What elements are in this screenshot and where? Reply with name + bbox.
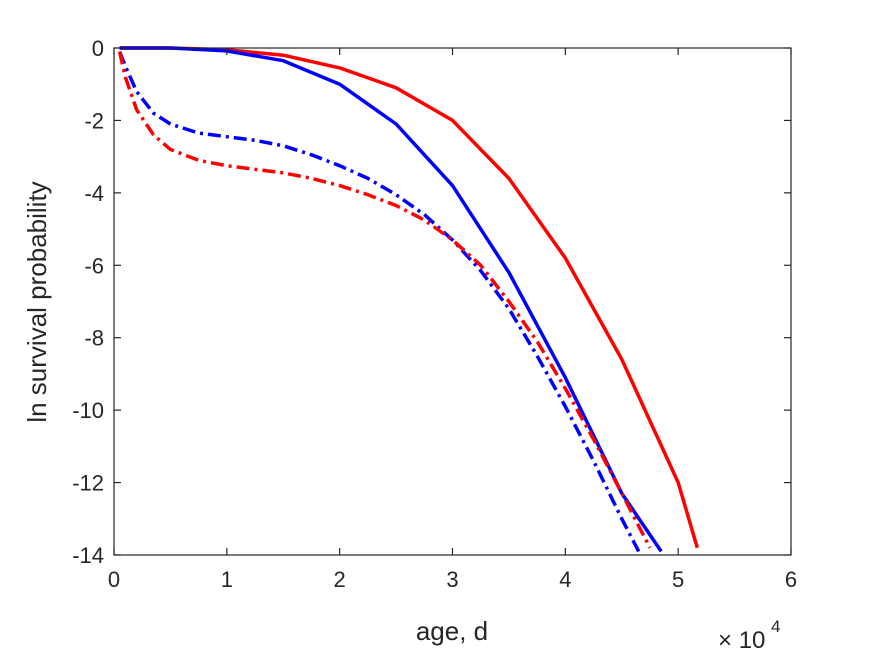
y-tick-label: -14 xyxy=(72,543,104,568)
x-tick-label: 5 xyxy=(672,567,684,592)
x-tick-label: 6 xyxy=(785,567,797,592)
series-line-3 xyxy=(117,50,641,553)
y-tick-label: -12 xyxy=(72,471,104,496)
tick-labels: 0 1 2 3 4 5 6 0 -2 -4 -6 -8 -10 -12 -14 xyxy=(72,36,797,592)
y-tick-label: -4 xyxy=(84,181,104,206)
series-layer xyxy=(117,46,699,553)
ticks-layer xyxy=(113,47,792,556)
x-tick-label: 1 xyxy=(221,567,233,592)
plot-background xyxy=(114,48,791,555)
series-line-2 xyxy=(119,46,663,553)
x-exponent: × 10 4 xyxy=(718,617,780,654)
y-tick-label: -10 xyxy=(72,398,104,423)
plot-area xyxy=(114,48,791,555)
y-axis-label: ln survival probability xyxy=(22,181,52,422)
x-exponent-prefix: × xyxy=(718,627,732,654)
y-tick-label: -8 xyxy=(84,326,104,351)
x-exponent-power: 4 xyxy=(771,617,780,636)
x-tick-label: 4 xyxy=(559,567,571,592)
x-tick-label: 2 xyxy=(334,567,346,592)
x-tick-label: 3 xyxy=(446,567,458,592)
y-tick-label: 0 xyxy=(92,36,104,61)
svg-text:× 10: × 10 xyxy=(718,627,765,654)
y-tick-label: -6 xyxy=(84,253,104,278)
x-axis-label: age, d xyxy=(416,616,488,646)
x-tick-label: 0 xyxy=(108,567,120,592)
y-tick-label: -2 xyxy=(84,108,104,133)
x-exponent-base: 10 xyxy=(739,627,766,654)
series-line-4 xyxy=(117,51,652,549)
